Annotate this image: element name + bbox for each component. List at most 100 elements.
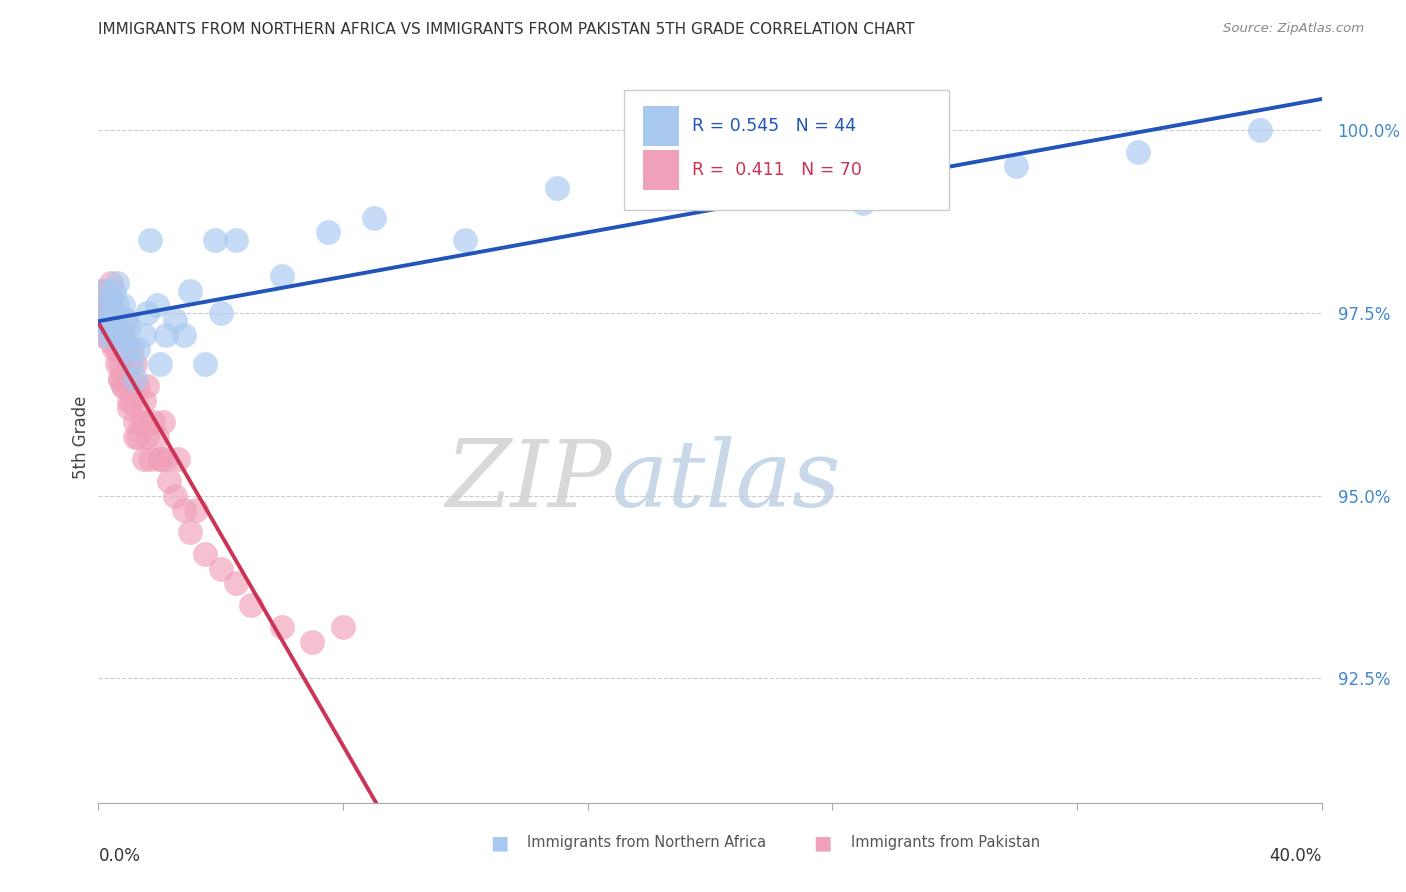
Point (121, 343, 143, 357)
Point (90, 306, 112, 320)
Y-axis label: 5th Grade: 5th Grade (72, 395, 90, 479)
FancyBboxPatch shape (624, 90, 949, 211)
Point (332, 620, 354, 634)
Point (546, 181, 568, 195)
Point (139, 452, 162, 467)
Point (134, 452, 156, 467)
Point (100, 291, 122, 305)
Point (149, 452, 172, 467)
Point (90, 284, 112, 298)
Point (179, 525, 201, 540)
Point (97, 298, 120, 312)
FancyBboxPatch shape (643, 150, 679, 190)
Text: IMMIGRANTS FROM NORTHERN AFRICA VS IMMIGRANTS FROM PAKISTAN 5TH GRADE CORRELATIO: IMMIGRANTS FROM NORTHERN AFRICA VS IMMIG… (98, 22, 915, 37)
Point (129, 416, 152, 430)
Text: R =  0.411   N = 70: R = 0.411 N = 70 (692, 161, 862, 179)
Point (194, 547, 217, 561)
Point (454, 233, 477, 247)
Point (111, 327, 134, 342)
Point (167, 452, 190, 467)
Point (301, 635, 323, 649)
Point (103, 327, 125, 342)
Point (163, 489, 186, 503)
Point (118, 401, 141, 415)
Point (105, 327, 128, 342)
Point (136, 306, 159, 320)
Text: ZIP: ZIP (446, 436, 612, 526)
Point (173, 327, 195, 342)
Point (108, 327, 131, 342)
Text: Immigrants from Pakistan: Immigrants from Pakistan (851, 836, 1040, 850)
Point (103, 320, 125, 334)
Point (139, 233, 162, 247)
Point (134, 416, 156, 430)
Point (152, 416, 174, 430)
Point (100, 313, 122, 327)
Point (852, 196, 875, 211)
Point (142, 416, 165, 430)
Point (270, 269, 292, 284)
Text: 40.0%: 40.0% (1270, 847, 1322, 864)
Point (157, 474, 180, 488)
Point (111, 379, 134, 393)
Point (97, 320, 120, 334)
Point (105, 277, 128, 291)
FancyBboxPatch shape (643, 106, 679, 146)
Point (127, 430, 149, 444)
Point (108, 357, 131, 371)
Point (163, 313, 186, 327)
Point (124, 430, 146, 444)
Point (115, 343, 138, 357)
Point (118, 320, 141, 334)
Point (93, 320, 115, 334)
Point (124, 416, 146, 430)
Point (108, 371, 131, 385)
Point (136, 430, 159, 444)
Point (111, 298, 134, 312)
Point (209, 306, 232, 320)
Point (145, 430, 167, 444)
Point (127, 379, 149, 393)
Point (209, 562, 232, 576)
Point (108, 334, 131, 349)
Point (93, 291, 115, 305)
Text: Immigrants from Northern Africa: Immigrants from Northern Africa (527, 836, 766, 850)
Point (111, 327, 134, 342)
Point (225, 233, 247, 247)
Point (316, 225, 339, 239)
Point (97, 327, 120, 342)
Point (93, 298, 115, 312)
Text: ■: ■ (489, 833, 509, 853)
Point (270, 620, 292, 634)
Point (194, 357, 217, 371)
Point (100, 313, 122, 327)
Point (149, 357, 172, 371)
Point (145, 298, 167, 312)
Point (100, 277, 122, 291)
Point (699, 174, 721, 188)
Point (93, 284, 115, 298)
Point (97, 284, 120, 298)
Point (1004, 160, 1026, 174)
Point (90, 313, 112, 327)
Point (134, 393, 156, 408)
Point (97, 298, 120, 312)
Point (118, 357, 141, 371)
Point (90, 327, 112, 342)
Point (111, 343, 134, 357)
Point (105, 343, 128, 357)
Point (97, 306, 120, 320)
Point (103, 306, 125, 320)
Point (93, 327, 115, 342)
Point (100, 334, 122, 349)
Point (118, 343, 141, 357)
Point (121, 393, 143, 408)
Text: 0.0%: 0.0% (98, 847, 141, 864)
Point (105, 298, 128, 312)
Point (115, 313, 138, 327)
Point (100, 291, 122, 305)
Text: ■: ■ (813, 833, 832, 853)
Point (93, 313, 115, 327)
Point (103, 343, 125, 357)
Point (108, 371, 131, 385)
